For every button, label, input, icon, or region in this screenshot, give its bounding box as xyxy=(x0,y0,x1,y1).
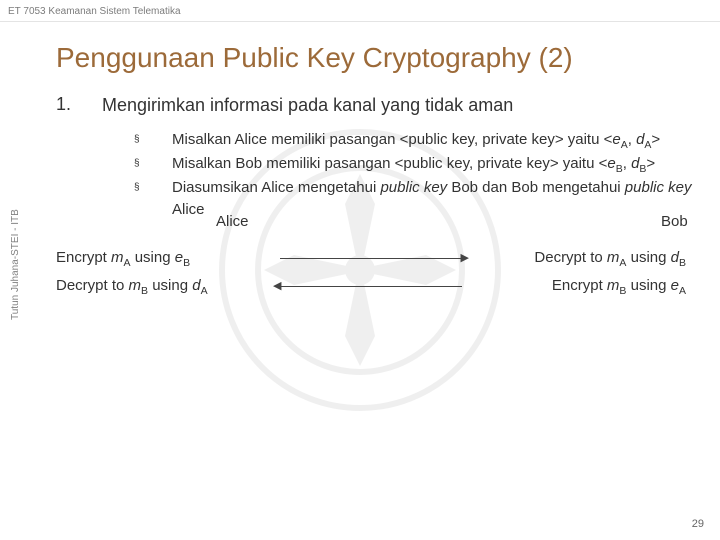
sub-text: , xyxy=(623,155,631,172)
dtext: Encrypt xyxy=(56,249,111,266)
sub-text: A xyxy=(621,139,628,151)
bullet-icon: § xyxy=(134,153,172,177)
dtext: e xyxy=(671,277,679,294)
dtext: A xyxy=(201,285,208,297)
row1-left: Encrypt mA using eB xyxy=(56,249,276,269)
dtext: B xyxy=(679,257,686,269)
dtext: A xyxy=(679,285,686,297)
sub-text: public key xyxy=(625,179,692,196)
row2-left: Decrypt to mB using dA xyxy=(56,277,276,297)
sub-text: , xyxy=(628,131,636,148)
sub-item-b: § Misalkan Bob memiliki pasangan <public… xyxy=(134,153,696,177)
sub-text: B xyxy=(616,163,623,175)
slide-title: Penggunaan Public Key Cryptography (2) xyxy=(0,22,720,94)
page-number: 29 xyxy=(692,518,704,530)
sub-text: > xyxy=(651,131,660,148)
parties-row: Alice Bob xyxy=(56,213,696,235)
dtext: using xyxy=(131,249,175,266)
bob-label: Bob xyxy=(661,213,688,230)
row1-right: Decrypt to mA using dB xyxy=(466,249,696,269)
diagram-row-1: Encrypt mA using eB ▶ Decrypt to mA usin… xyxy=(56,245,696,273)
dtext: m xyxy=(111,249,124,266)
sub-text: Bob dan Bob mengetahui xyxy=(447,179,625,196)
dtext: m xyxy=(129,277,142,294)
exchange-diagram: Encrypt mA using eB ▶ Decrypt to mA usin… xyxy=(56,245,696,301)
arrow-right-icon: ▶ xyxy=(276,258,466,260)
bullet-icon: § xyxy=(134,129,172,153)
dtext: d xyxy=(671,249,679,266)
sub-list: § Misalkan Alice memiliki pasangan <publ… xyxy=(134,129,696,221)
dtext: m xyxy=(607,249,620,266)
dtext: Decrypt to xyxy=(534,249,607,266)
dtext: Encrypt xyxy=(552,277,607,294)
sub-text: e xyxy=(612,131,620,148)
row2-right: Encrypt mB using eA xyxy=(466,277,696,297)
dtext: A xyxy=(124,257,131,269)
dtext: using xyxy=(626,249,670,266)
dtext: B xyxy=(141,285,148,297)
item-number: 1. xyxy=(56,94,102,117)
item-text: Mengirimkan informasi pada kanal yang ti… xyxy=(102,94,513,117)
dtext: B xyxy=(183,257,190,269)
dtext: Decrypt to xyxy=(56,277,129,294)
content-area: 1. Mengirimkan informasi pada kanal yang… xyxy=(0,94,720,301)
list-item-1: 1. Mengirimkan informasi pada kanal yang… xyxy=(56,94,696,117)
sidebar-credit: Tutun Juhana-STEI - ITB xyxy=(10,209,21,320)
arrow-left-icon: ◀ xyxy=(276,286,466,288)
dtext: using xyxy=(148,277,192,294)
sub-text: Misalkan Bob memiliki pasangan <public k… xyxy=(172,155,607,172)
sub-item-a: § Misalkan Alice memiliki pasangan <publ… xyxy=(134,129,696,153)
sub-text: > xyxy=(646,155,655,172)
dtext: m xyxy=(607,277,620,294)
dtext: e xyxy=(175,249,183,266)
sub-text: e xyxy=(607,155,615,172)
dtext: using xyxy=(626,277,670,294)
sub-text: public key xyxy=(380,179,447,196)
course-header: ET 7053 Keamanan Sistem Telematika xyxy=(0,0,720,22)
diagram-row-2: Decrypt to mB using dA ◀ Encrypt mB usin… xyxy=(56,273,696,301)
sub-text: Misalkan Alice memiliki pasangan <public… xyxy=(172,131,612,148)
dtext: d xyxy=(192,277,200,294)
alice-label: Alice xyxy=(216,213,249,230)
sub-text: Diasumsikan Alice mengetahui xyxy=(172,179,380,196)
